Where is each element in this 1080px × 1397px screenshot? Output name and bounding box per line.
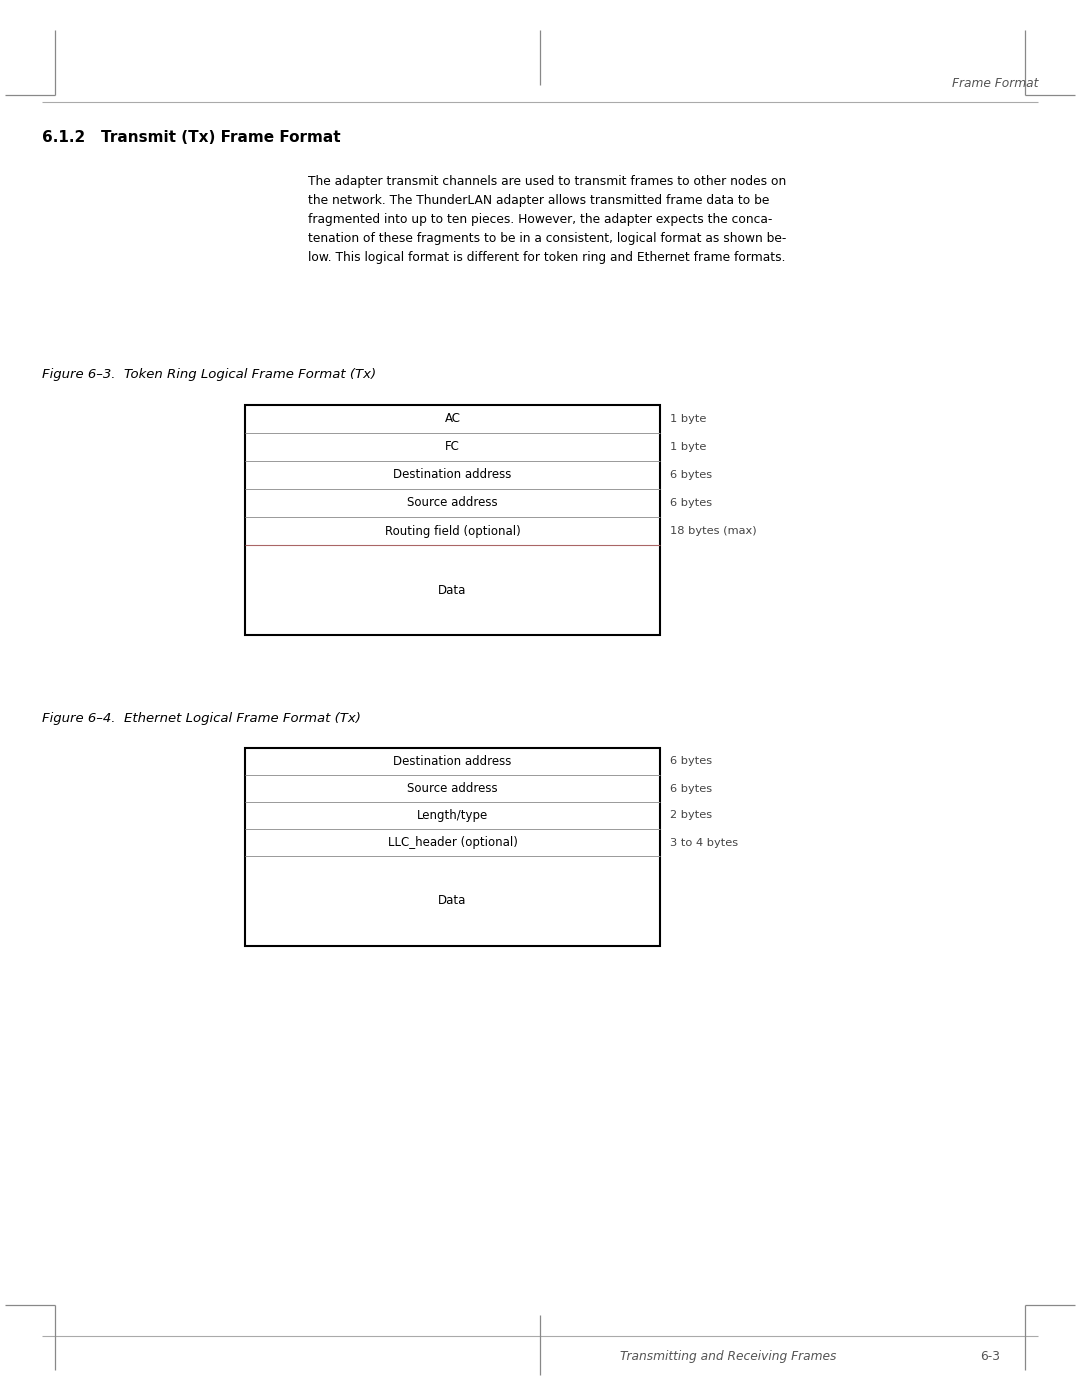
Text: Routing field (optional): Routing field (optional)	[384, 524, 521, 538]
Text: Transmitting and Receiving Frames: Transmitting and Receiving Frames	[620, 1350, 836, 1363]
Text: Destination address: Destination address	[393, 468, 512, 482]
Text: 6 bytes: 6 bytes	[670, 469, 712, 481]
Text: Length/type: Length/type	[417, 809, 488, 821]
Text: 18 bytes (max): 18 bytes (max)	[670, 527, 757, 536]
Text: The adapter transmit channels are used to transmit frames to other nodes on: The adapter transmit channels are used t…	[308, 175, 786, 189]
Text: Figure 6–4.  Ethernet Logical Frame Format (Tx): Figure 6–4. Ethernet Logical Frame Forma…	[42, 712, 361, 725]
Text: Data: Data	[438, 894, 467, 908]
Text: Source address: Source address	[407, 782, 498, 795]
Text: AC: AC	[445, 412, 460, 426]
Text: FC: FC	[445, 440, 460, 454]
Text: 6.1.2   Transmit (Tx) Frame Format: 6.1.2 Transmit (Tx) Frame Format	[42, 130, 340, 145]
Text: 6 bytes: 6 bytes	[670, 757, 712, 767]
Text: low. This logical format is different for token ring and Ethernet frame formats.: low. This logical format is different fo…	[308, 251, 785, 264]
Text: 6-3: 6-3	[980, 1350, 1000, 1363]
Text: Source address: Source address	[407, 496, 498, 510]
Text: LLC_header (optional): LLC_header (optional)	[388, 835, 517, 849]
Text: Figure 6–3.  Token Ring Logical Frame Format (Tx): Figure 6–3. Token Ring Logical Frame For…	[42, 367, 376, 381]
Text: 1 byte: 1 byte	[670, 414, 706, 425]
Text: fragmented into up to ten pieces. However, the adapter expects the conca-: fragmented into up to ten pieces. Howeve…	[308, 212, 772, 226]
Text: Frame Format: Frame Format	[951, 77, 1038, 89]
Text: Data: Data	[438, 584, 467, 597]
Text: 6 bytes: 6 bytes	[670, 784, 712, 793]
Text: 2 bytes: 2 bytes	[670, 810, 712, 820]
Text: tenation of these fragments to be in a consistent, logical format as shown be-: tenation of these fragments to be in a c…	[308, 232, 786, 244]
Text: Destination address: Destination address	[393, 754, 512, 768]
Text: the network. The ThunderLAN adapter allows transmitted frame data to be: the network. The ThunderLAN adapter allo…	[308, 194, 769, 207]
Text: 6 bytes: 6 bytes	[670, 497, 712, 509]
Text: 3 to 4 bytes: 3 to 4 bytes	[670, 837, 738, 848]
Bar	[245, 405, 660, 636]
Bar	[245, 747, 660, 946]
Text: 1 byte: 1 byte	[670, 441, 706, 453]
